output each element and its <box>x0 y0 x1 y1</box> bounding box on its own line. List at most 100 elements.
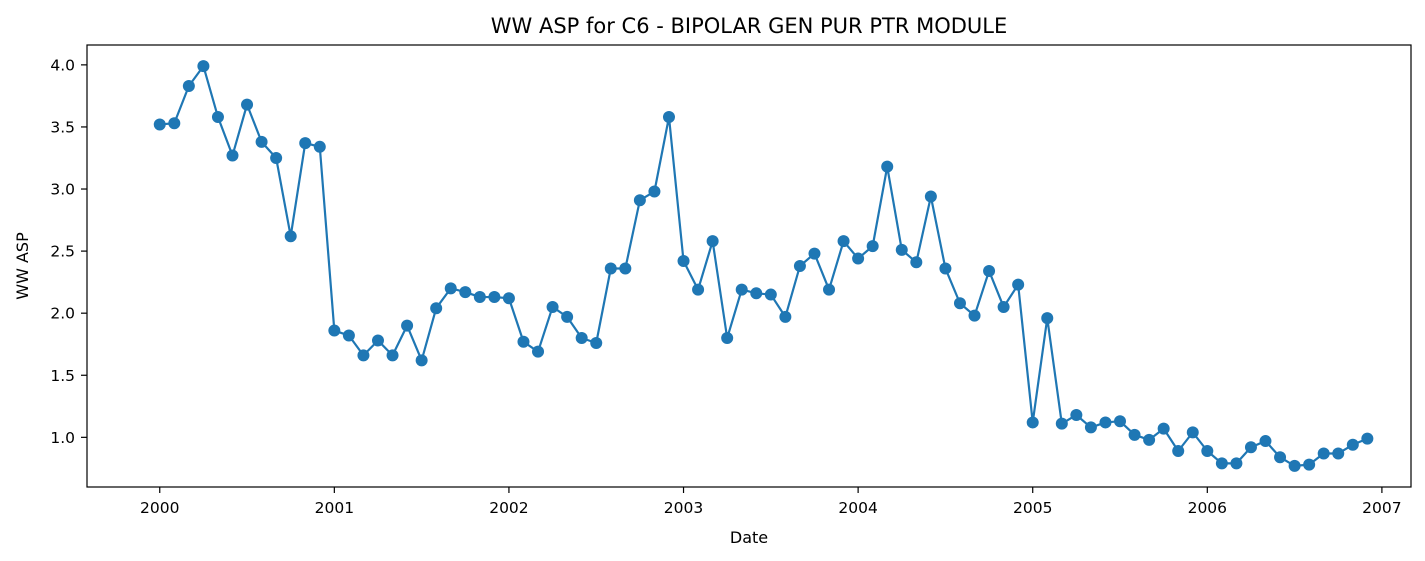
data-point <box>1084 421 1097 434</box>
data-point <box>866 240 879 253</box>
data-point <box>182 79 195 92</box>
x-axis-label: Date <box>730 528 768 547</box>
x-tick-label: 2006 <box>1188 499 1227 517</box>
data-point <box>1201 444 1214 457</box>
data-point <box>779 310 792 323</box>
series-line <box>159 65 1368 467</box>
data-point <box>1332 447 1345 460</box>
data-point <box>1186 426 1199 439</box>
data-point <box>401 319 414 332</box>
data-point <box>1215 457 1228 470</box>
data-point <box>852 252 865 265</box>
y-axis: 1.0 1.5 2.0 2.5 3.0 3.5 4.0 <box>50 56 87 447</box>
data-point <box>488 291 501 304</box>
data-point <box>1361 432 1374 445</box>
data-point <box>677 255 690 268</box>
data-point <box>284 230 297 243</box>
data-point <box>648 185 661 198</box>
data-point <box>1230 457 1243 470</box>
data-point <box>517 335 530 348</box>
data-point <box>168 117 181 130</box>
data-point <box>1244 441 1257 454</box>
data-point <box>1070 408 1083 421</box>
data-point <box>1041 312 1054 325</box>
data-point <box>793 260 806 272</box>
y-tick-label: 4.0 <box>50 56 75 74</box>
data-point <box>895 243 908 256</box>
data-point <box>590 336 603 349</box>
data-point <box>1099 416 1112 429</box>
data-point <box>1346 438 1359 451</box>
data-point <box>1012 278 1025 291</box>
data-point <box>881 160 894 173</box>
data-point <box>1303 458 1316 471</box>
data-point <box>910 256 923 269</box>
chart-title: WW ASP for C6 - BIPOLAR GEN PUR PTR MODU… <box>491 14 1008 38</box>
data-point <box>386 349 399 362</box>
x-tick-label: 2004 <box>838 499 877 517</box>
data-point <box>473 291 486 304</box>
y-tick-label: 3.5 <box>50 118 75 136</box>
data-point <box>1288 459 1301 472</box>
data-point <box>692 283 705 296</box>
data-point <box>1172 444 1185 457</box>
data-point <box>313 140 326 153</box>
data-point <box>662 111 675 124</box>
data-point <box>604 262 617 275</box>
data-point <box>357 349 370 362</box>
data-point <box>750 287 763 300</box>
data-point <box>459 286 472 299</box>
data-point <box>328 324 341 337</box>
y-tick-label: 1.0 <box>50 429 75 447</box>
x-tick-label: 2000 <box>140 499 179 517</box>
data-point <box>546 300 559 313</box>
data-point <box>619 262 632 275</box>
x-tick-label: 2003 <box>664 499 703 517</box>
x-tick-label: 2007 <box>1362 499 1401 517</box>
plot-area <box>153 60 1374 472</box>
data-point <box>939 262 952 275</box>
data-point <box>444 282 457 295</box>
y-axis-label: WW ASP <box>13 232 32 300</box>
data-point <box>255 135 268 148</box>
data-point <box>997 300 1010 313</box>
y-tick-label: 2.0 <box>50 305 75 323</box>
y-tick-label: 2.5 <box>50 243 75 261</box>
x-axis: 2000 2001 2002 2003 2004 2005 2006 2007 <box>140 487 1402 517</box>
data-point <box>1317 447 1330 460</box>
data-point <box>1114 415 1127 428</box>
data-point <box>924 190 937 203</box>
data-point <box>1055 417 1068 430</box>
data-point <box>430 302 443 315</box>
data-point <box>1259 435 1272 448</box>
data-point <box>953 297 966 310</box>
data-point <box>823 283 836 296</box>
data-point <box>1143 433 1156 446</box>
data-point <box>299 137 312 150</box>
data-point <box>241 98 254 111</box>
data-point <box>532 345 545 358</box>
data-point <box>197 60 210 73</box>
y-tick-label: 3.0 <box>50 181 75 199</box>
data-point <box>371 334 384 347</box>
data-point <box>706 235 719 248</box>
x-tick-label: 2001 <box>315 499 354 517</box>
x-tick-label: 2005 <box>1013 499 1052 517</box>
data-point <box>633 194 646 207</box>
plot-frame <box>86 44 1412 488</box>
data-point <box>1274 451 1287 464</box>
data-point <box>721 332 734 345</box>
data-point <box>561 310 574 323</box>
data-point <box>1157 422 1170 435</box>
data-point <box>153 118 166 131</box>
data-point <box>808 247 821 260</box>
data-point <box>575 332 588 345</box>
data-point <box>764 288 777 301</box>
x-tick-label: 2002 <box>489 499 528 517</box>
data-point <box>968 309 981 322</box>
data-point <box>1128 428 1141 441</box>
y-tick-label: 1.5 <box>50 367 75 385</box>
data-point <box>983 264 996 277</box>
data-point <box>502 292 515 305</box>
